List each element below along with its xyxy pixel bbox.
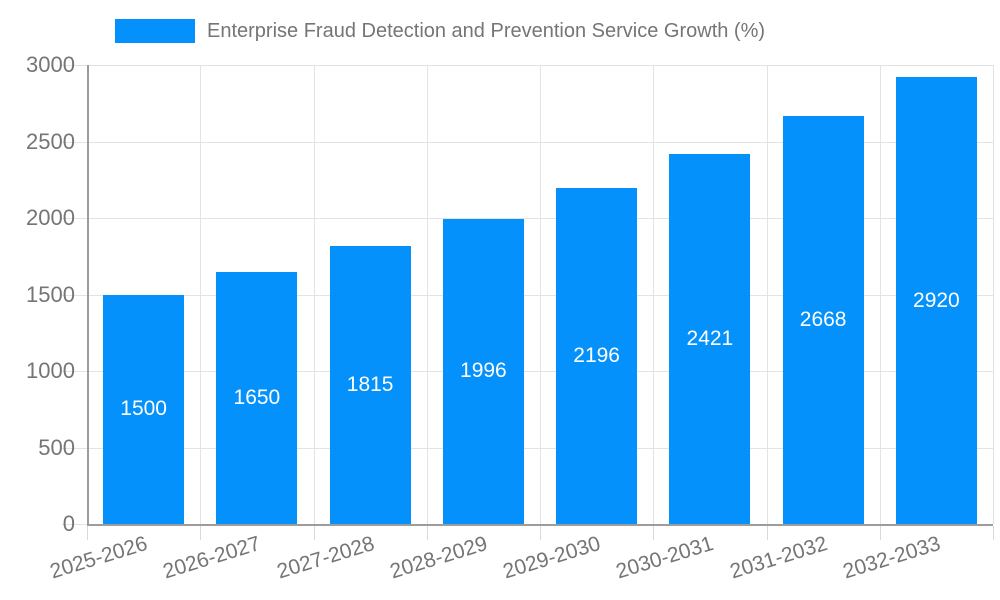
bar-value-label: 2668 [799,307,847,331]
gridline [993,65,994,524]
x-axis-category-label: 2031-2032 [727,532,830,584]
x-axis-category-label: 2029-2030 [500,532,604,584]
x-axis-tick [540,526,541,540]
bar-value-label: 1815 [346,373,394,397]
bar[interactable] [895,77,977,524]
legend-swatch[interactable] [115,19,195,43]
bar[interactable] [442,218,524,524]
bar[interactable] [556,188,638,524]
x-axis-tick [87,526,88,540]
y-axis-tick [62,218,87,219]
y-axis-tick [62,65,87,66]
y-axis-tick-label: 2500 [26,128,75,154]
gridline [200,65,202,524]
y-axis-line [87,65,89,524]
y-axis-tick-label: 500 [38,434,75,460]
y-axis-tick-label: 2000 [26,205,75,230]
x-axis-category-label: 2028-2029 [387,532,491,584]
x-axis-tick [313,526,315,540]
legend-label[interactable]: Enterprise Fraud Detection and Preventio… [207,20,766,42]
y-axis-tick-label: 1000 [26,358,75,383]
bar-value-label: 2196 [573,344,620,367]
gridline [879,65,881,524]
gridline [766,65,768,524]
bar-value-label: 1996 [460,359,507,383]
x-axis-tick [766,526,768,540]
x-axis-tick [653,526,655,540]
gridline [313,65,315,524]
bar-value-label: 2421 [686,326,734,350]
x-axis-tick [426,526,428,540]
y-axis-tick-label: 1500 [26,281,75,307]
y-axis-tick [62,294,87,296]
bar[interactable] [216,271,298,524]
bar[interactable] [669,153,751,524]
gridline [426,65,428,524]
gridline [540,65,541,524]
bar[interactable] [329,246,411,524]
x-axis-tick [200,526,202,540]
y-axis-tick [62,447,87,449]
x-axis-tick [993,526,994,540]
y-axis-tick [62,524,87,525]
y-axis-tick [62,371,87,372]
x-axis-category-label: 2026-2027 [160,532,264,584]
y-axis-tick-label: 0 [62,511,75,536]
legend[interactable]: Enterprise Fraud Detection and Preventio… [115,17,765,45]
bar-value-label: 1650 [233,385,281,409]
x-axis-category-label: 2032-2033 [840,532,944,584]
y-axis-tick-label: 3000 [26,52,75,77]
x-axis-line [87,524,993,526]
y-axis-tick [62,141,87,143]
x-axis-tick [879,526,881,540]
x-axis-category-label: 2027-2028 [274,532,377,584]
bar[interactable] [782,115,864,524]
x-axis-category-label: 2030-2031 [613,532,717,584]
bar-value-label: 1500 [120,397,167,421]
gridline [653,65,655,524]
bar[interactable] [103,294,185,524]
bar-value-label: 2920 [913,288,960,312]
x-axis-category-label: 2025-2026 [47,532,151,584]
